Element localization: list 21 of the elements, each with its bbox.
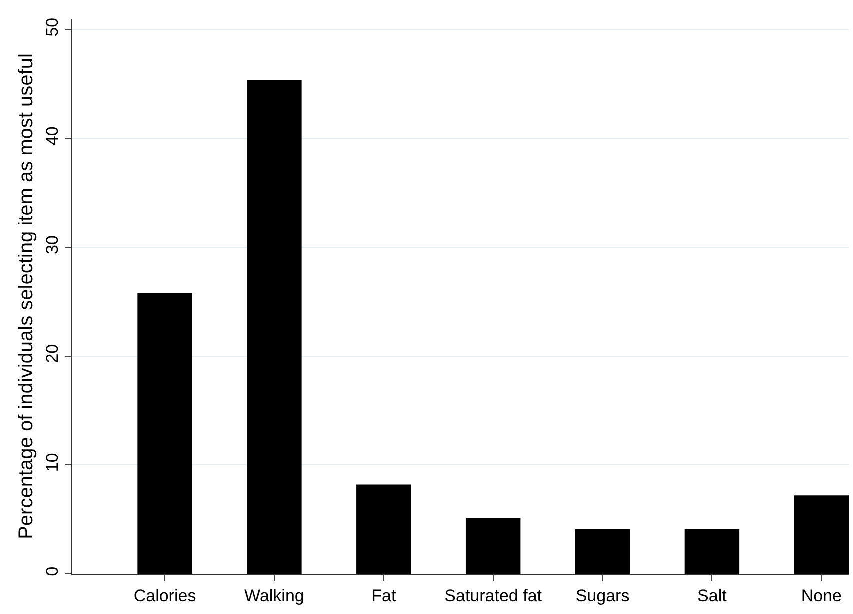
bar: [575, 529, 630, 574]
y-tick-label: 50: [43, 18, 62, 37]
bar: [138, 293, 192, 574]
bar: [794, 496, 849, 574]
x-tick-label: Walking: [244, 586, 304, 606]
bar: [684, 529, 740, 574]
bar: [466, 518, 521, 574]
y-axis-title: Percentage of individuals selecting item as most useful: [16, 54, 38, 540]
x-tick-label: Salt: [698, 586, 728, 606]
x-tick-label: Calories: [134, 586, 196, 606]
y-tick-label: 40: [43, 126, 62, 146]
x-tick-label: Sugars: [576, 586, 630, 606]
y-tick-label: 20: [43, 344, 62, 364]
bar: [247, 80, 302, 574]
bar: [356, 484, 412, 574]
y-tick-label: 30: [43, 236, 62, 254]
x-tick-label: Fat: [372, 586, 396, 606]
x-tick-label: None: [801, 586, 842, 606]
x-tick-label: Saturated fat: [444, 586, 542, 606]
y-tick-label: 10: [43, 453, 62, 472]
y-tick-label: 0: [43, 566, 62, 576]
